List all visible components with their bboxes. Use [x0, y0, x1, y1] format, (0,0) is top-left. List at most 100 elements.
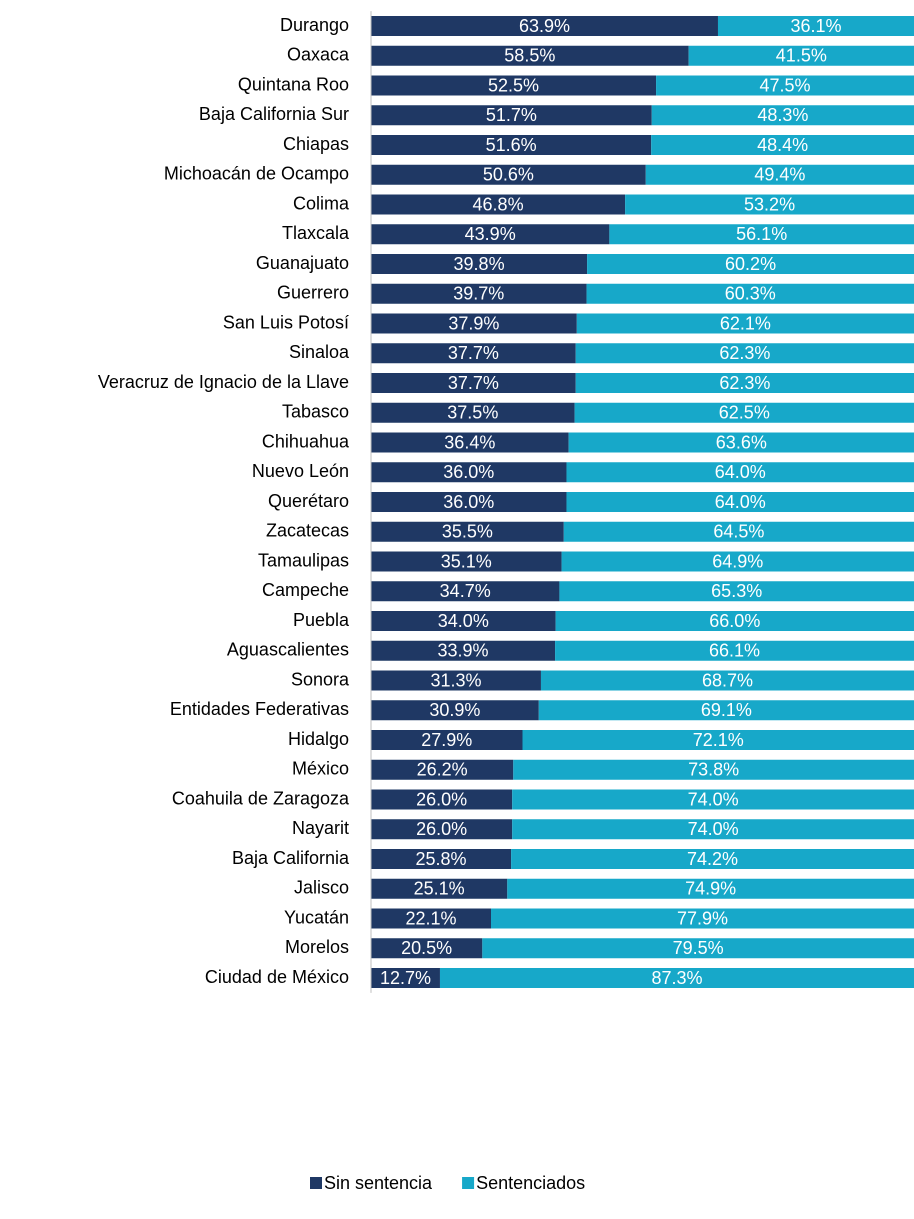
bar-segment [507, 878, 914, 899]
bar-segment [371, 551, 562, 572]
bar-segment [651, 105, 914, 126]
data-label: 72.1% [693, 730, 744, 750]
data-label: 74.0% [688, 819, 739, 839]
data-label: 33.9% [438, 641, 489, 661]
data-label: 65.3% [711, 581, 762, 601]
data-label: 36.4% [444, 432, 495, 452]
bar-segment [371, 581, 560, 602]
legend-swatch [462, 1177, 475, 1189]
y-tick-label: Entidades Federativas [170, 699, 349, 719]
y-tick-label: Oaxaca [287, 45, 350, 65]
bar-segment [625, 194, 914, 215]
data-label: 63.9% [519, 16, 570, 36]
data-label: 39.8% [454, 254, 505, 274]
data-label: 62.5% [719, 403, 770, 423]
data-label: 64.0% [715, 462, 766, 482]
data-label: 58.5% [504, 46, 555, 66]
data-label: 25.1% [414, 879, 465, 899]
y-tick-label: Baja California Sur [199, 104, 349, 124]
bar-segment [561, 551, 914, 572]
y-tick-label: Ciudad de México [205, 967, 349, 987]
data-label: 34.7% [440, 581, 491, 601]
data-label: 51.7% [486, 105, 537, 125]
bar-segment [371, 105, 652, 126]
data-label: 51.6% [486, 135, 537, 155]
y-tick-label: Jalisco [294, 878, 349, 898]
bar-segment [651, 135, 914, 155]
data-label: 60.2% [725, 254, 776, 274]
data-label: 30.9% [429, 700, 480, 720]
bar-segment [371, 492, 567, 512]
bar-segment [656, 75, 914, 96]
legend-label: Sin sentencia [324, 1173, 433, 1193]
y-tick-label: Campeche [262, 580, 349, 600]
bar-segment [371, 849, 512, 869]
legend-label: Sentenciados [476, 1173, 585, 1193]
data-label: 12.7% [380, 968, 431, 988]
data-label: 43.9% [465, 224, 516, 244]
data-label: 64.5% [713, 522, 764, 542]
bar-segment [371, 194, 626, 215]
y-tick-label: Nayarit [292, 818, 349, 838]
y-tick-label: Nuevo León [252, 461, 349, 481]
bar-segment [371, 759, 514, 780]
y-tick-label: Querétaro [268, 491, 349, 511]
bar-segment [645, 164, 914, 185]
bar-segment [371, 730, 523, 750]
bar-segment [371, 521, 564, 542]
bar-segment [371, 16, 718, 36]
bar-segment [566, 492, 914, 512]
data-label: 47.5% [760, 75, 811, 95]
y-tick-label: México [292, 759, 349, 779]
data-label: 66.0% [709, 611, 760, 631]
bar-segment [371, 135, 652, 155]
bar-segment [555, 611, 914, 631]
data-label: 69.1% [701, 700, 752, 720]
bar-segment [575, 373, 914, 393]
y-tick-label: Yucatán [284, 907, 349, 927]
y-tick-label: Guanajuato [256, 253, 349, 273]
data-label: 37.9% [448, 313, 499, 333]
bar-segment [371, 938, 483, 959]
data-label: 34.0% [438, 611, 489, 631]
bar-segment [439, 968, 914, 988]
bar-segment [512, 819, 914, 840]
legend-swatch [310, 1177, 322, 1189]
bar-segment [482, 938, 914, 959]
y-tick-label: Guerrero [277, 283, 349, 303]
data-label: 62.1% [720, 313, 771, 333]
data-label: 68.7% [702, 670, 753, 690]
y-tick-label: Chihuahua [262, 431, 350, 451]
data-label: 87.3% [651, 968, 702, 988]
data-label: 62.3% [719, 373, 770, 393]
data-label: 35.1% [441, 551, 492, 571]
bar-segment [559, 581, 914, 602]
y-tick-label: Durango [280, 15, 349, 35]
bar-segment [371, 968, 440, 988]
data-label: 36.1% [790, 16, 841, 36]
data-label: 64.9% [712, 551, 763, 571]
y-tick-label: Aguascalientes [227, 640, 349, 660]
bar-segment [371, 75, 657, 96]
bar-segment [371, 283, 587, 304]
bar-segment [371, 254, 588, 274]
y-tick-label: Quintana Roo [238, 74, 349, 94]
data-label: 26.0% [416, 819, 467, 839]
bar-segment [576, 313, 914, 334]
bar-segment [371, 164, 646, 185]
bar-segment [371, 462, 567, 483]
bar-segment [574, 402, 914, 423]
bar-segment [371, 432, 569, 453]
bar-segment [555, 640, 914, 661]
data-label: 74.0% [688, 789, 739, 809]
data-label: 37.5% [447, 403, 498, 423]
data-label: 46.8% [473, 194, 524, 214]
bar-segment [371, 45, 689, 66]
bar-segment [371, 670, 541, 691]
y-tick-label: Sinaloa [289, 342, 350, 362]
bar-segment [717, 16, 914, 36]
data-label: 66.1% [709, 641, 760, 661]
data-label: 62.3% [719, 343, 770, 363]
data-label: 37.7% [448, 373, 499, 393]
